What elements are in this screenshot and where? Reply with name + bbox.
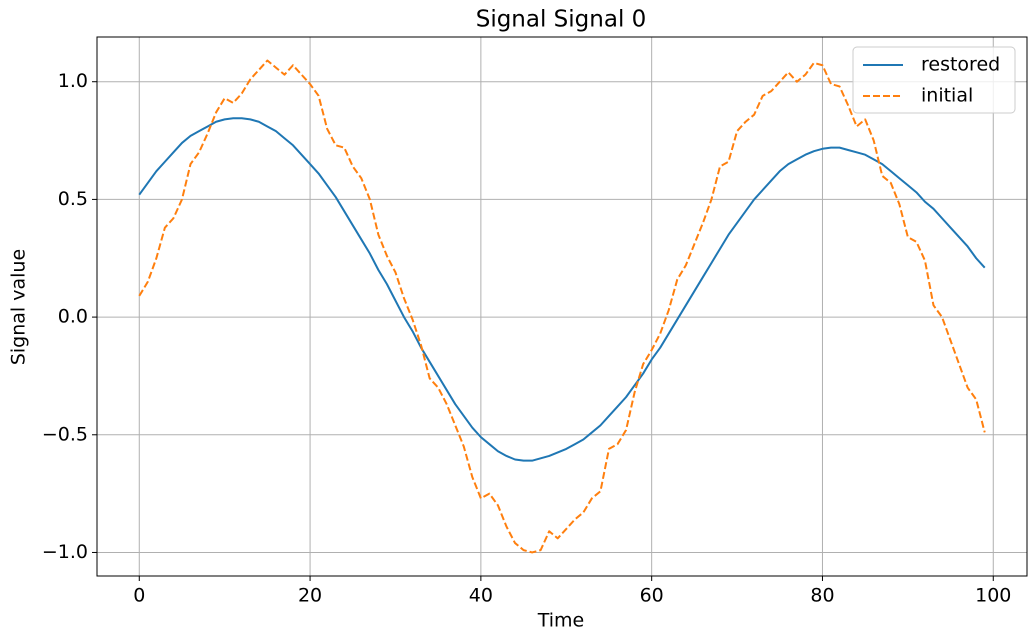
y-tick-label: 0.5 [58,188,88,210]
legend-label: initial [921,85,973,107]
y-tick-label: −0.5 [42,423,88,445]
x-tick-label: 100 [975,585,1011,607]
x-tick-label: 20 [298,585,322,607]
y-tick-label: 0.0 [58,306,88,328]
chart-title: Signal Signal 0 [476,7,647,33]
x-tick-label: 0 [133,585,145,607]
data-line [138,59,986,554]
y-tick-label: 1.0 [58,70,88,92]
x-tick-label: 40 [469,585,493,607]
axes-frame [96,36,1028,577]
legend-label: restored [921,54,1000,76]
x-axis-label: Time [537,610,585,632]
y-axis-label: Signal value [8,249,30,365]
data-line [138,117,986,462]
x-tick-label: 60 [640,585,664,607]
x-tick-label: 80 [810,585,834,607]
y-tick-label: −1.0 [42,541,88,563]
